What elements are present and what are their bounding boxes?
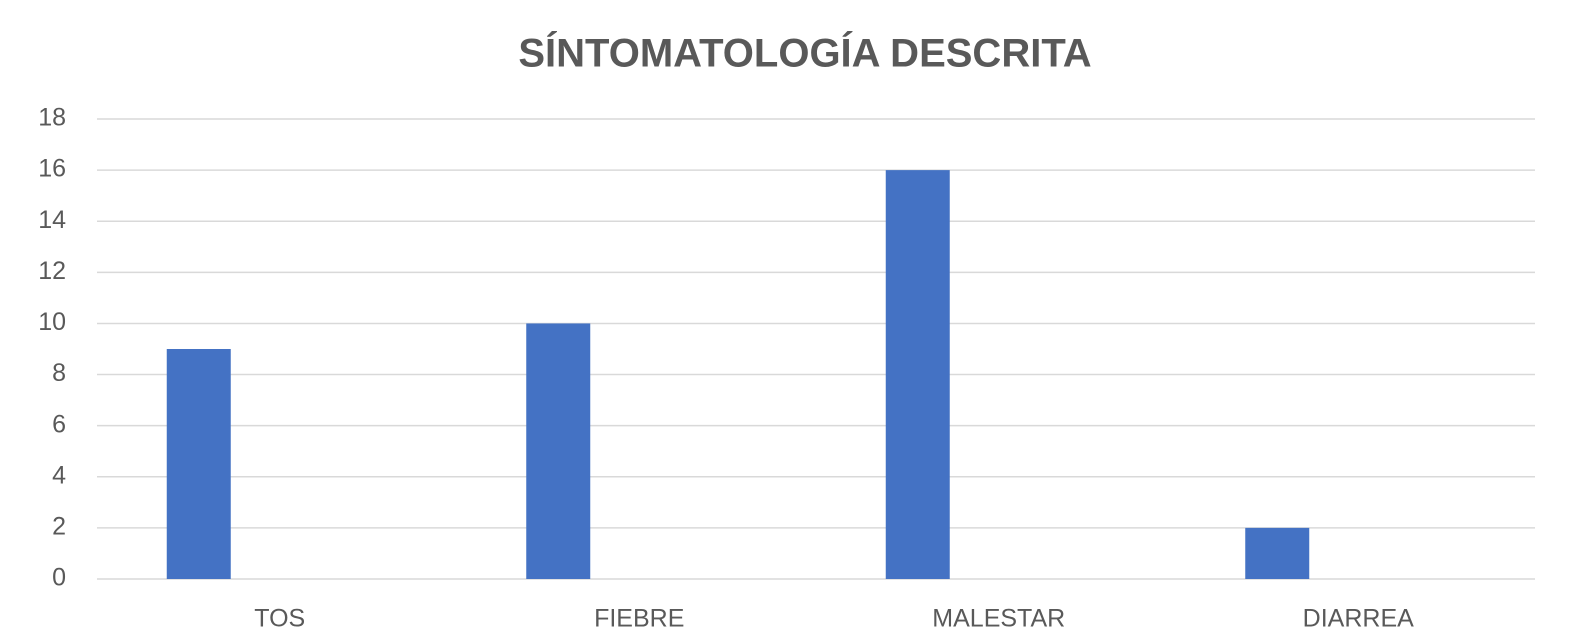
- y-tick-label: 18: [38, 104, 66, 132]
- y-tick-label: 16: [38, 155, 66, 183]
- x-tick-label: FIEBRE: [594, 605, 684, 633]
- y-tick-label: 0: [52, 564, 66, 592]
- x-tick-label: TOS: [254, 605, 305, 633]
- y-tick-label: 10: [38, 308, 66, 336]
- y-tick-label: 8: [52, 359, 66, 387]
- y-tick-label: 2: [52, 512, 66, 540]
- x-tick-label: MALESTAR: [932, 605, 1065, 633]
- y-tick-label: 6: [52, 410, 66, 438]
- bar: [166, 349, 231, 579]
- x-tick-label: DIARREA: [1303, 605, 1414, 633]
- y-tick-label: 14: [38, 206, 66, 234]
- bar: [885, 170, 950, 579]
- y-tick-label: 12: [38, 257, 66, 285]
- chart-title: SÍNTOMATOLOGÍA DESCRITA: [518, 31, 1091, 76]
- bar: [526, 323, 591, 579]
- bar: [1245, 527, 1310, 579]
- y-tick-label: 4: [52, 461, 66, 489]
